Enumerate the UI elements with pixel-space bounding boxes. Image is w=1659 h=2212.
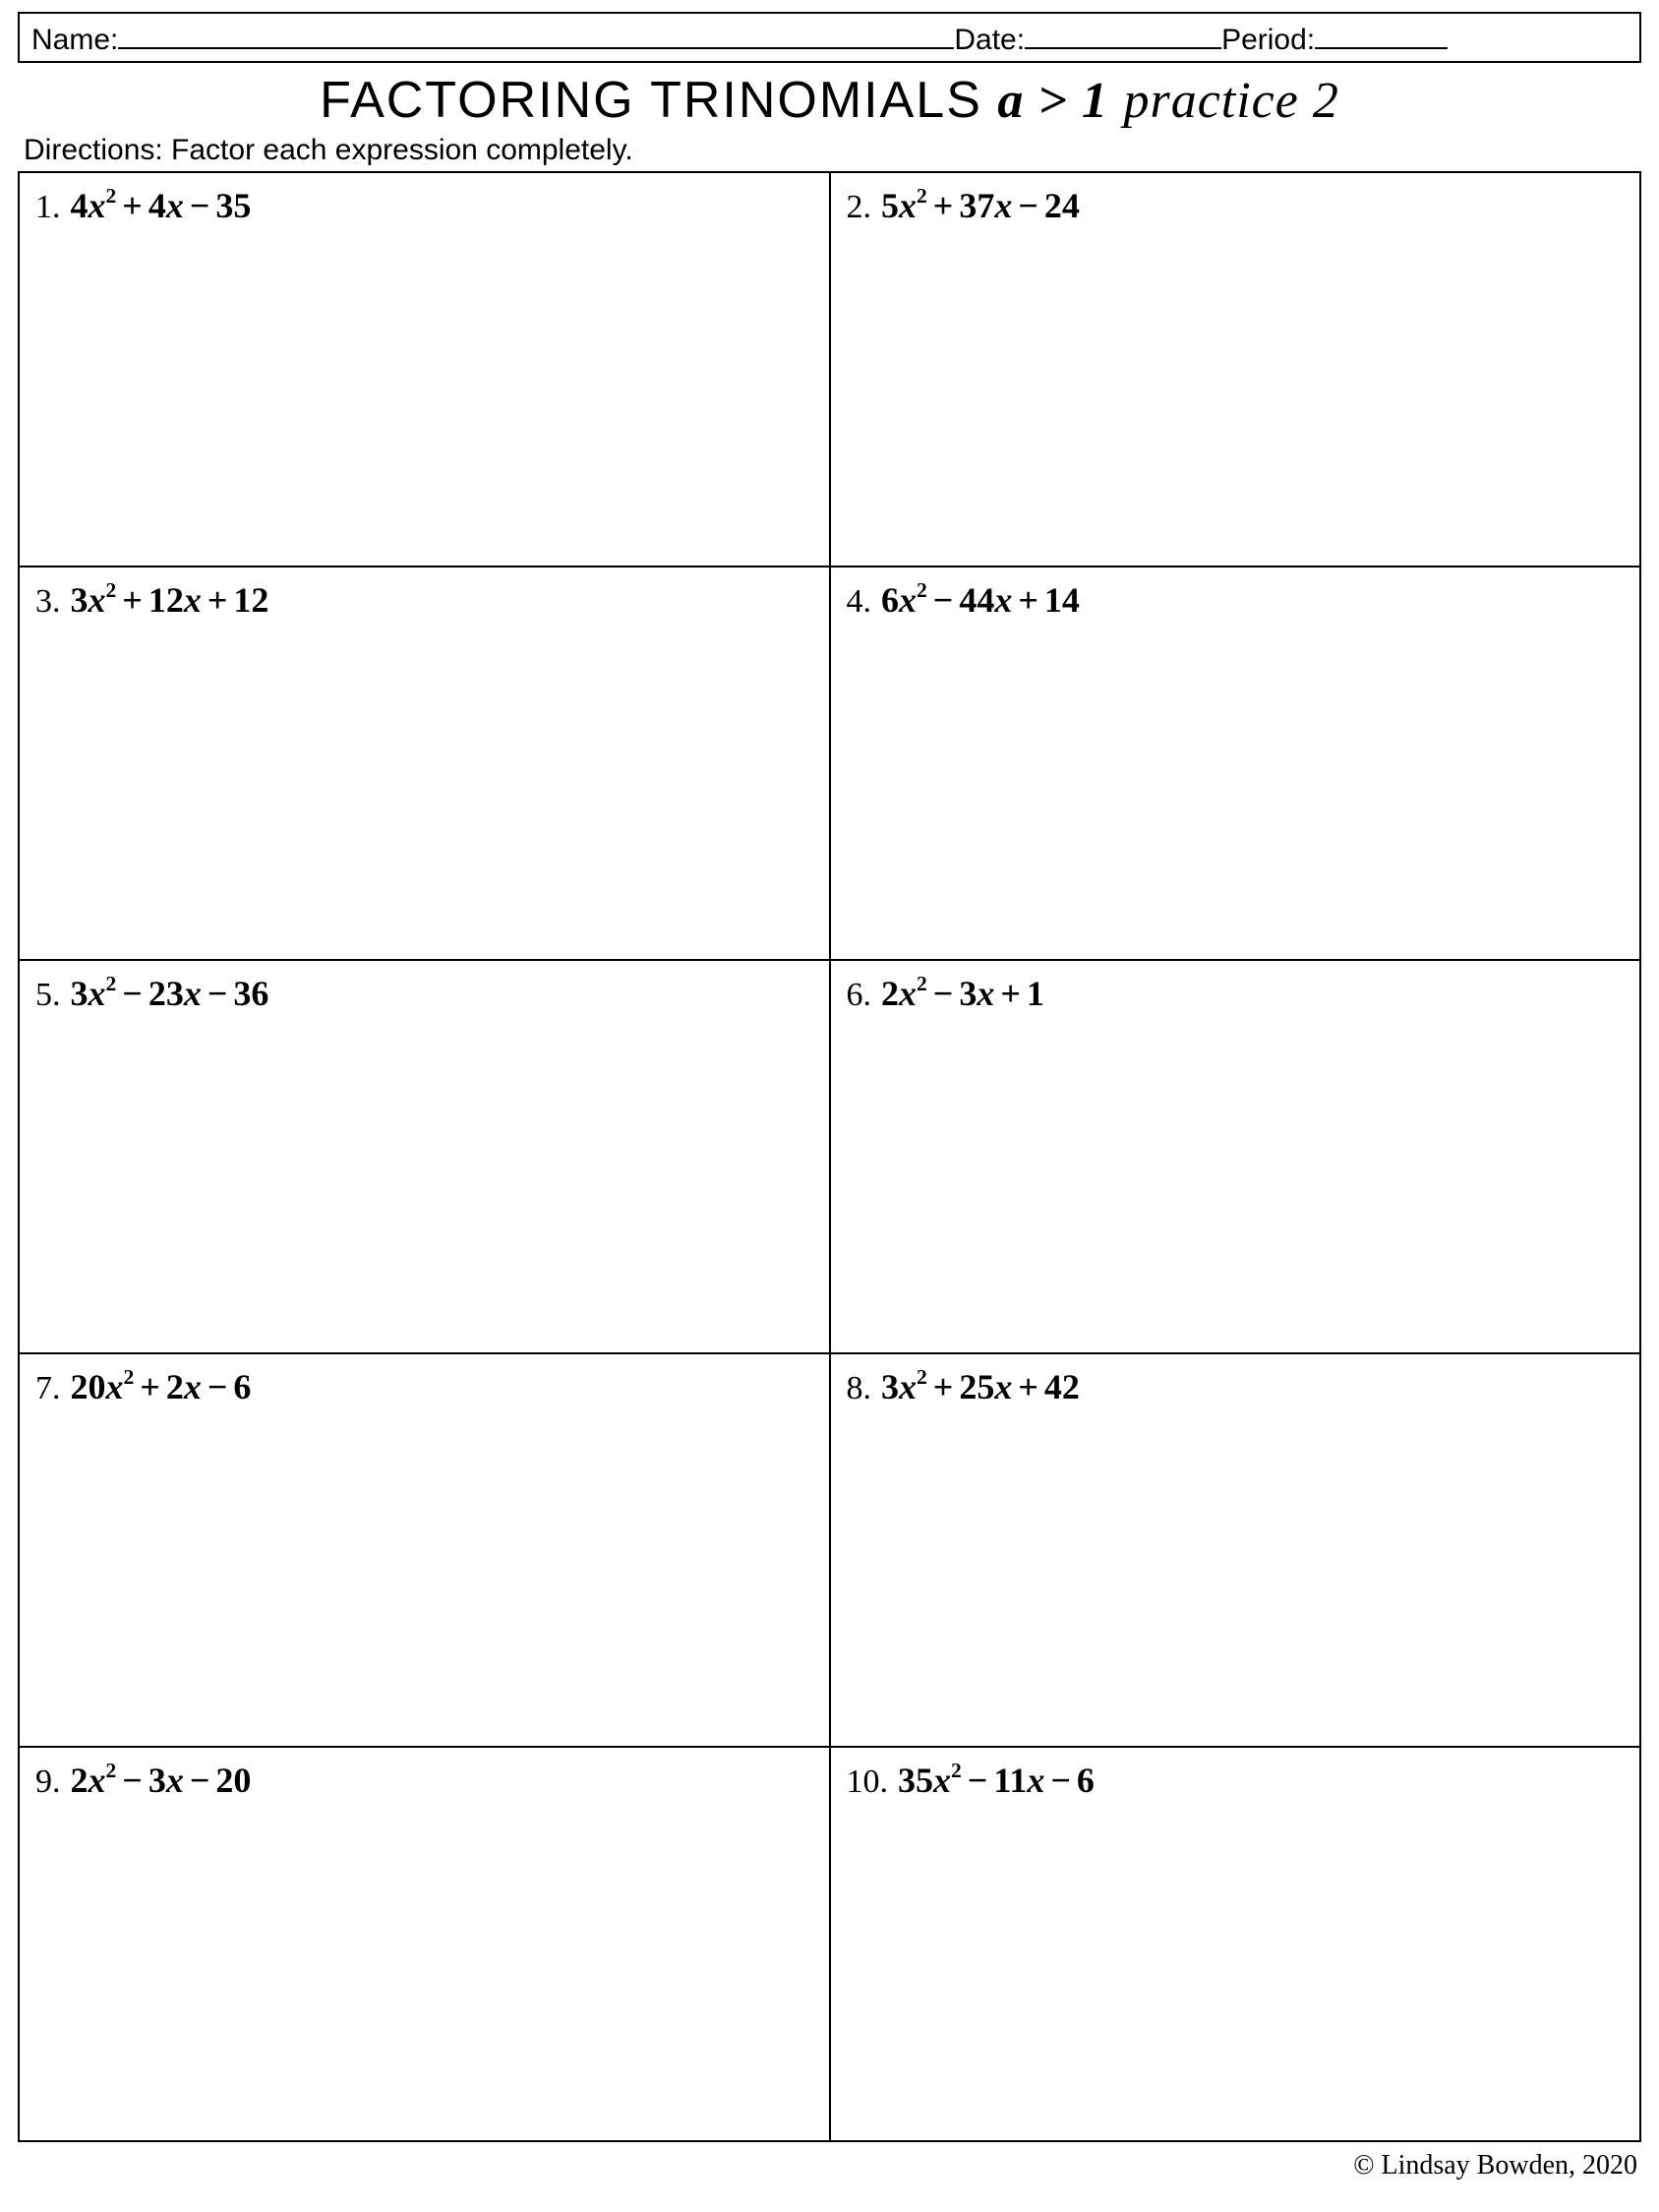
problem-number: 4. xyxy=(847,583,872,621)
period-label: Period: xyxy=(1221,24,1315,57)
problem-number: 8. xyxy=(847,1370,872,1407)
problem-grid: 1. 4x2+4x−35 2. 5x2+37x−24 3. 3x2+12x+12… xyxy=(18,171,1641,2142)
problem-cell: 8. 3x2+25x+42 xyxy=(830,1353,1640,1747)
problem-cell: 1. 4x2+4x−35 xyxy=(20,173,830,567)
problem: 3. 3x2+12x+12 xyxy=(35,579,813,621)
problem-expression: 2x2−3x−20 xyxy=(71,1760,252,1801)
problem-expression: 3x2+25x+42 xyxy=(881,1366,1080,1407)
problem: 2. 5x2+37x−24 xyxy=(847,185,1625,226)
date-label: Date: xyxy=(954,24,1025,57)
problem-expression: 2x2−3x+1 xyxy=(881,973,1044,1014)
problem-cell: 2. 5x2+37x−24 xyxy=(830,173,1640,567)
problem-expression: 4x2+4x−35 xyxy=(71,185,252,226)
problem-expression: 5x2+37x−24 xyxy=(881,185,1080,226)
problem: 5. 3x2−23x−36 xyxy=(35,973,813,1014)
problem-number: 7. xyxy=(35,1370,61,1407)
problem-number: 5. xyxy=(35,977,61,1014)
problem: 10. 35x2−11x−6 xyxy=(847,1760,1625,1801)
problem-cell: 6. 2x2−3x+1 xyxy=(830,960,1640,1353)
period-field[interactable]: Period: xyxy=(1221,20,1448,57)
name-blank[interactable] xyxy=(118,20,954,49)
problem-expression: 3x2−23x−36 xyxy=(71,973,269,1014)
date-blank[interactable] xyxy=(1025,20,1221,49)
problem-cell: 10. 35x2−11x−6 xyxy=(830,1747,1640,2140)
problem-expression: 3x2+12x+12 xyxy=(71,579,269,621)
problem-cell: 3. 3x2+12x+12 xyxy=(20,567,830,960)
problem-cell: 7. 20x2+2x−6 xyxy=(20,1353,830,1747)
problem: 1. 4x2+4x−35 xyxy=(35,185,813,226)
problem-number: 10. xyxy=(847,1764,889,1801)
directions-text: Directions: Factor each expression compl… xyxy=(24,134,1641,167)
problem-cell: 9. 2x2−3x−20 xyxy=(20,1747,830,2140)
problem-expression: 35x2−11x−6 xyxy=(898,1760,1095,1801)
title-main: FACTORING TRINOMIALS xyxy=(320,72,982,129)
name-field[interactable]: Name: xyxy=(31,20,954,57)
problem-number: 9. xyxy=(35,1764,61,1801)
problem: 4. 6x2−44x+14 xyxy=(847,579,1625,621)
header-box: Name: Date: Period: xyxy=(18,12,1641,63)
title-subtitle: practice 2 xyxy=(1123,73,1338,129)
problem-expression: 6x2−44x+14 xyxy=(881,579,1080,621)
problem-number: 6. xyxy=(847,977,872,1014)
problem: 8. 3x2+25x+42 xyxy=(847,1366,1625,1407)
problem-number: 1. xyxy=(35,189,61,226)
problem-cell: 5. 3x2−23x−36 xyxy=(20,960,830,1353)
footer-copyright: © Lindsay Bowden, 2020 xyxy=(18,2150,1641,2182)
problem: 6. 2x2−3x+1 xyxy=(847,973,1625,1014)
problem: 9. 2x2−3x−20 xyxy=(35,1760,813,1801)
name-label: Name: xyxy=(31,24,118,57)
problem-expression: 20x2+2x−6 xyxy=(71,1366,252,1407)
problem: 7. 20x2+2x−6 xyxy=(35,1366,813,1407)
date-field[interactable]: Date: xyxy=(954,20,1221,57)
worksheet-title: FACTORING TRINOMIALS a > 1 practice 2 xyxy=(18,71,1641,130)
title-condition: a > 1 xyxy=(997,73,1108,129)
problem-number: 2. xyxy=(847,189,872,226)
problem-cell: 4. 6x2−44x+14 xyxy=(830,567,1640,960)
problem-number: 3. xyxy=(35,583,61,621)
period-blank[interactable] xyxy=(1315,20,1448,49)
